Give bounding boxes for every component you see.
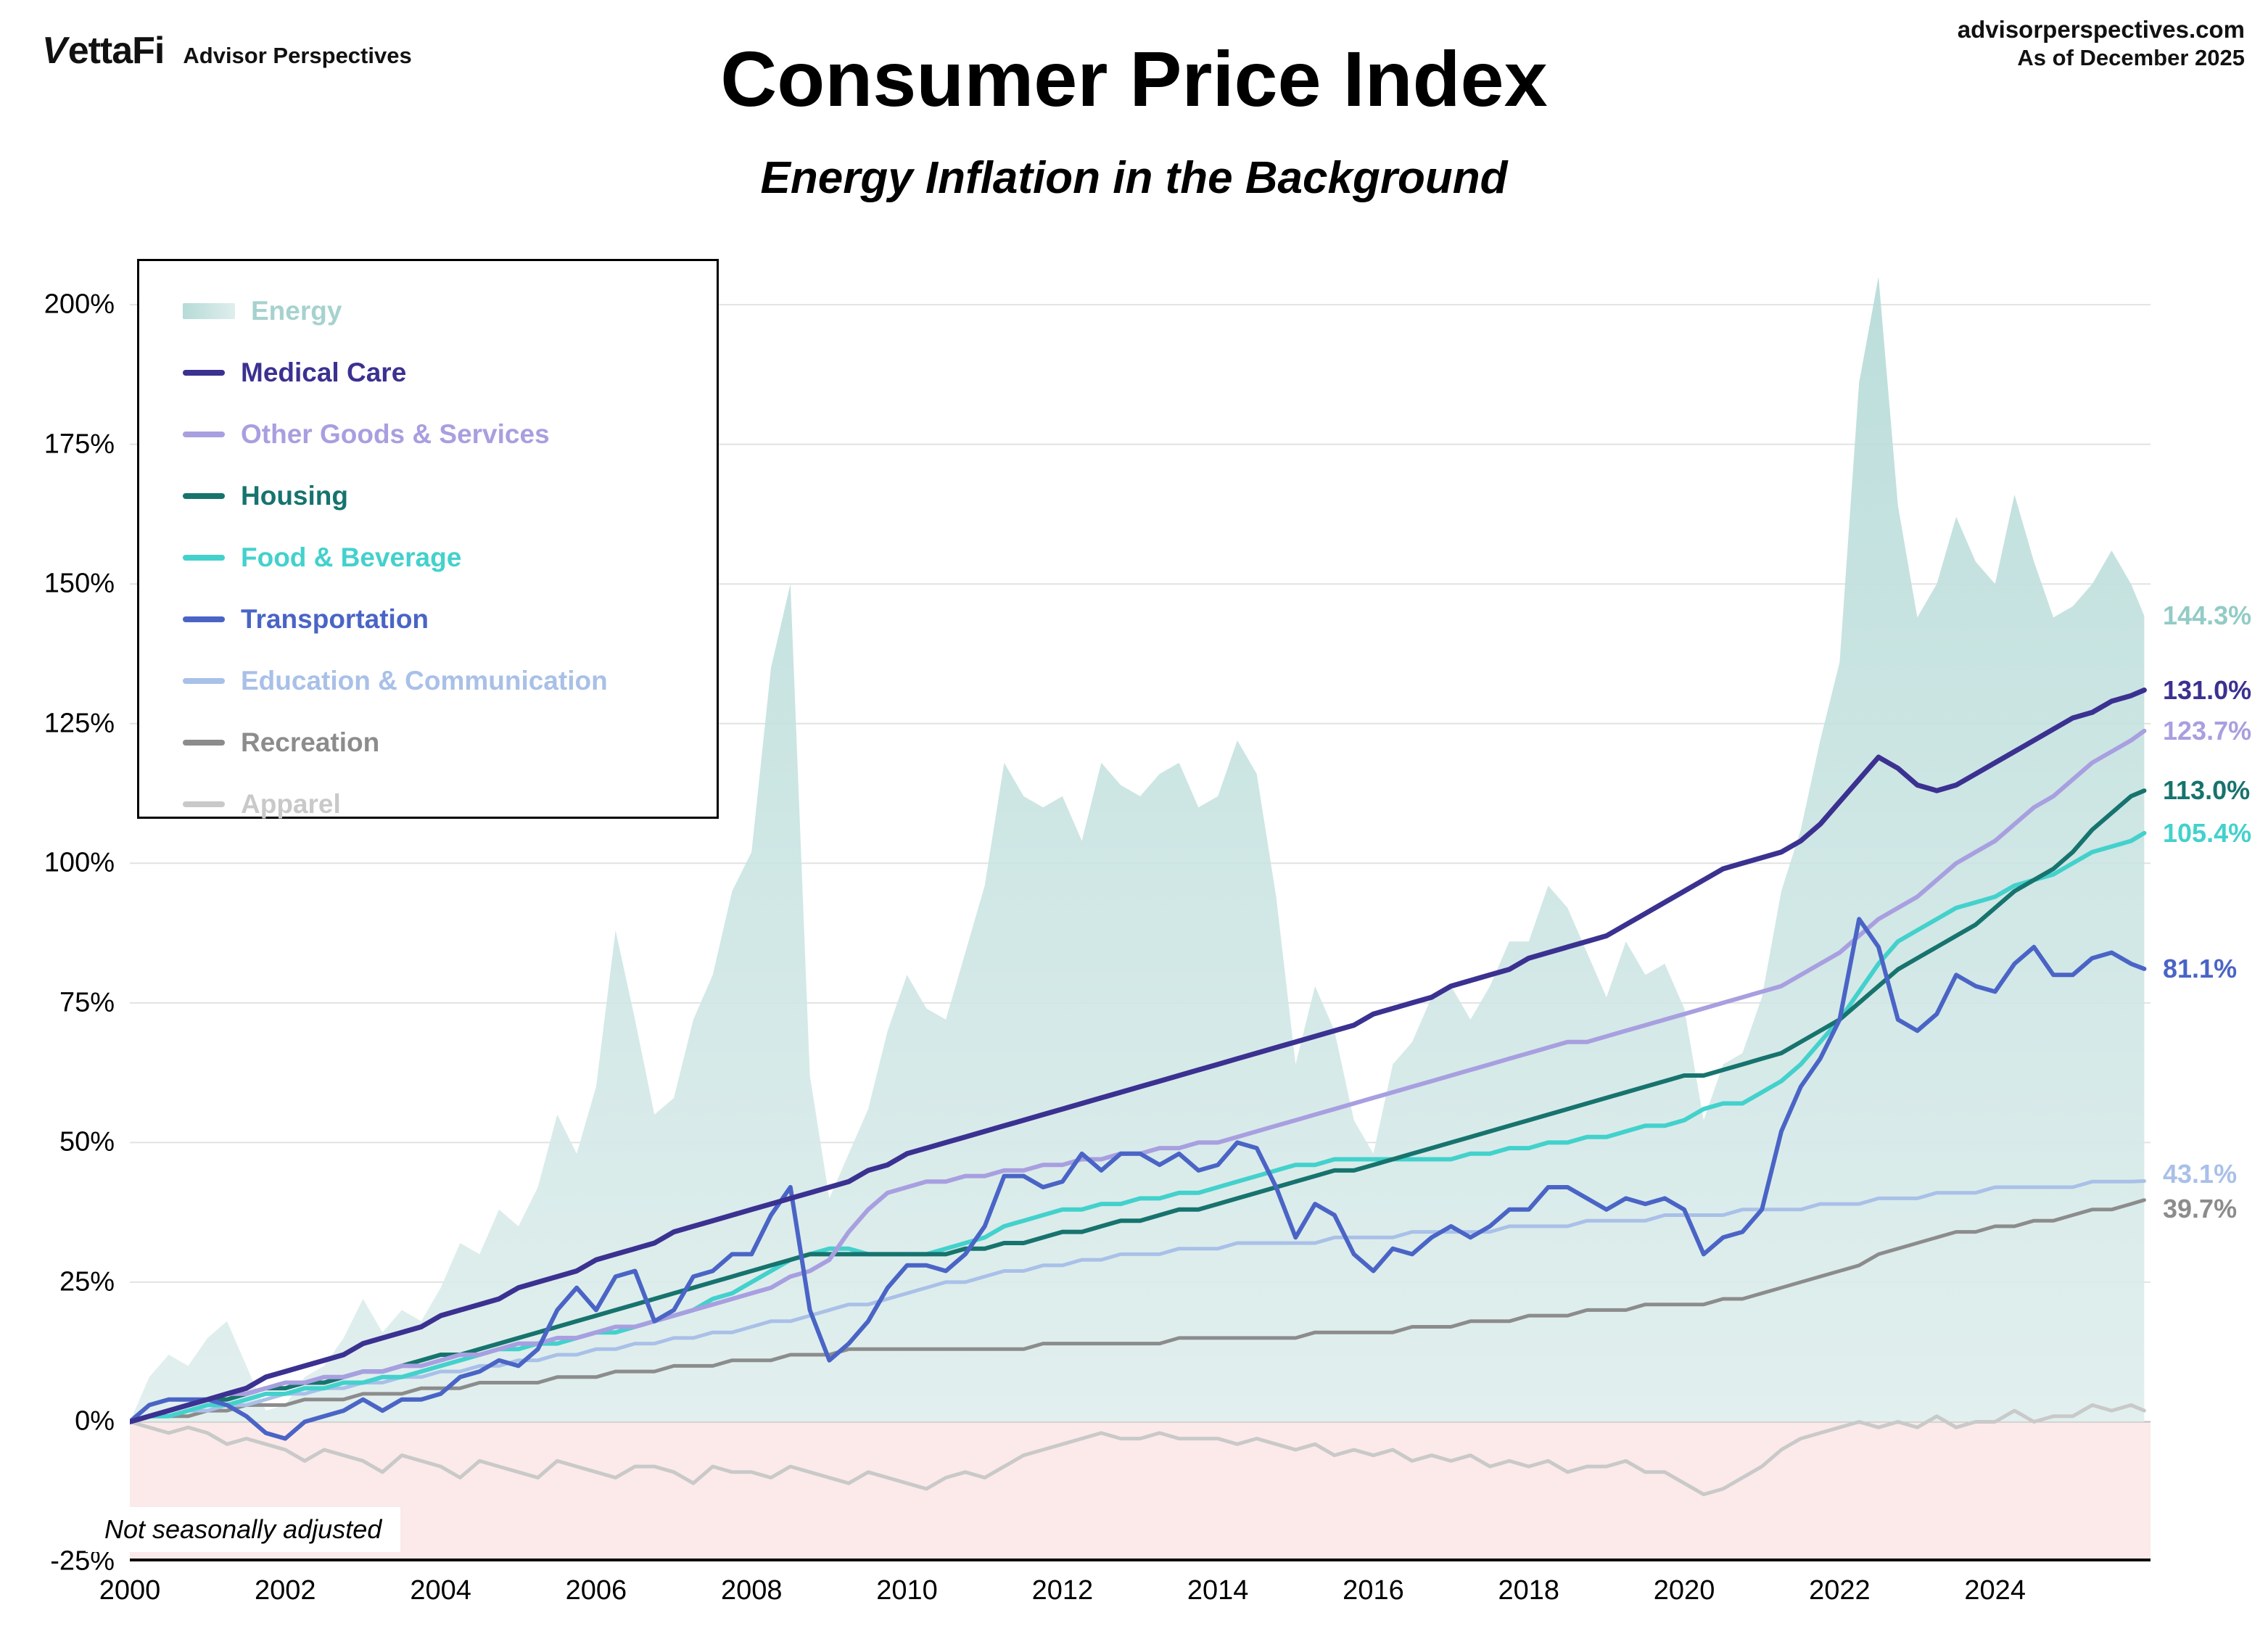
legend-items: Energy Medical Care Other Goods & Services… <box>183 280 717 835</box>
legend-label: Housing <box>241 480 348 511</box>
legend-item-food-beverage: Food & Beverage <box>183 527 717 588</box>
x-tick-label: 2008 <box>720 1575 783 1606</box>
legend-label: Energy <box>251 295 342 326</box>
y-tick-label: 75% <box>59 987 115 1018</box>
footnote: Not seasonally adjusted <box>86 1507 401 1552</box>
chart-subtitle: Energy Inflation in the Background <box>760 153 1508 203</box>
end-label-food-beverage: 105.4% <box>2163 817 2252 848</box>
legend-item-apparel: Apparel <box>183 773 717 835</box>
legend-label: Other Goods & Services <box>241 418 550 449</box>
legend-label: Food & Beverage <box>241 542 462 572</box>
brand-area: VVettaFiettaFi Advisor Perspectives <box>37 29 412 73</box>
y-tick-label: 0% <box>75 1405 115 1437</box>
brand-subtitle: Advisor Perspectives <box>183 43 412 68</box>
legend-swatch-icon <box>183 431 225 437</box>
x-tick-label: 2012 <box>1031 1575 1094 1606</box>
legend-item-medical-care: Medical Care <box>183 342 717 403</box>
as-of-date: As of December 2025 <box>2017 45 2245 71</box>
y-tick-label: 150% <box>44 568 115 599</box>
legend-item-other-goods-services: Other Goods & Services <box>183 403 717 465</box>
y-tick-label: 50% <box>59 1126 115 1157</box>
end-label-energy: 144.3% <box>2163 600 2252 631</box>
legend-item-education-communication: Education & Communication <box>183 650 717 711</box>
legend-label: Apparel <box>241 788 341 819</box>
legend-label: Recreation <box>241 727 380 757</box>
y-tick-label: 200% <box>44 289 115 320</box>
legend-swatch-icon <box>183 369 225 376</box>
legend-swatch-icon <box>183 801 225 807</box>
chart-legend: Energy Medical Care Other Goods & Services… <box>137 259 719 819</box>
x-tick-label: 2000 <box>99 1575 161 1606</box>
source-attribution: advisorperspectives.com As of December 2… <box>1958 15 2245 73</box>
y-tick-label: 25% <box>59 1266 115 1297</box>
end-label-other-goods-services: 123.7% <box>2163 715 2252 746</box>
x-tick-label: 2024 <box>1964 1575 2026 1606</box>
x-tick-label: 2004 <box>410 1575 471 1606</box>
x-tick-label: 2014 <box>1187 1575 1249 1606</box>
end-label-medical-care: 131.0% <box>2163 674 2252 705</box>
legend-label: Transportation <box>241 603 429 634</box>
legend-swatch-icon <box>183 554 225 561</box>
legend-item-recreation: Recreation <box>183 711 717 773</box>
x-tick-label: 2010 <box>876 1575 938 1606</box>
x-tick-label: 2002 <box>255 1575 316 1606</box>
legend-swatch-icon <box>183 677 225 684</box>
legend-label: Medical Care <box>241 357 407 387</box>
y-tick-label: 125% <box>44 708 115 739</box>
x-tick-label: 2022 <box>1809 1575 1871 1606</box>
legend-swatch-icon <box>183 302 235 319</box>
legend-item-housing: Housing <box>183 465 717 527</box>
x-tick-label: 2006 <box>565 1575 627 1606</box>
vettafi-logo: VVettaFiettaFi <box>37 30 165 72</box>
legend-swatch-icon <box>183 492 225 499</box>
y-tick-label: 100% <box>44 847 115 878</box>
legend-swatch-icon <box>183 739 225 746</box>
x-tick-label: 2018 <box>1498 1575 1560 1606</box>
y-tick-label: 175% <box>44 429 115 460</box>
end-label-recreation: 39.7% <box>2163 1193 2238 1223</box>
end-label-housing: 113.0% <box>2163 775 2251 806</box>
legend-label: Education & Communication <box>241 665 608 695</box>
end-label-education-communication: 43.1% <box>2163 1158 2238 1189</box>
x-tick-label: 2016 <box>1343 1575 1404 1606</box>
chart-canvas <box>130 276 2151 1561</box>
x-tick-label: 2020 <box>1653 1575 1715 1606</box>
legend-item-energy: Energy <box>183 280 717 342</box>
chart-title: Consumer Price Index <box>720 35 1548 123</box>
legend-item-transportation: Transportation <box>183 588 717 650</box>
end-label-transportation: 81.1% <box>2163 953 2238 983</box>
source-url: advisorperspectives.com <box>1957 16 2245 43</box>
legend-swatch-icon <box>183 616 225 622</box>
